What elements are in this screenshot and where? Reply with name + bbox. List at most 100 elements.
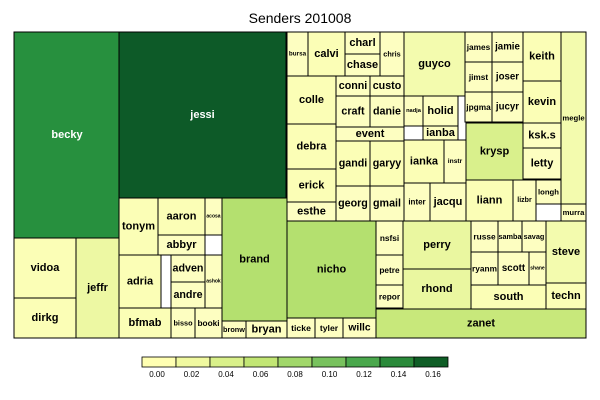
- treemap-rect: [497, 220, 523, 253]
- treemap-label: liann: [477, 195, 503, 207]
- legend-swatch: [243, 356, 279, 368]
- treemap-cell-andre: andre: [170, 281, 206, 309]
- legend-tick-label: 0.02: [184, 370, 200, 379]
- treemap-rect: [429, 182, 467, 222]
- treemap-cell-ianba: ianba: [422, 125, 459, 141]
- treemap-label: craft: [341, 106, 365, 118]
- treemap-label: zanet: [467, 318, 495, 330]
- treemap-cell-rhond: rhond: [402, 268, 472, 310]
- legend-tick-label: 0.10: [322, 370, 338, 379]
- treemap-cell-ticke: ticke: [286, 317, 316, 339]
- treemap-label: custo: [373, 80, 402, 92]
- treemap-rect: [118, 197, 159, 256]
- treemap-label: savag: [524, 232, 545, 241]
- treemap-label: james: [466, 42, 491, 52]
- treemap-label: krysp: [480, 146, 510, 158]
- treemap-cell-jessi: jessi: [118, 31, 287, 199]
- treemap-label: adven: [173, 263, 204, 275]
- treemap-cell-danie: danie: [369, 95, 405, 128]
- legend-tick-label: 0.12: [356, 370, 372, 379]
- treemap-rect: [194, 307, 223, 339]
- treemap-label: steve: [552, 246, 580, 258]
- treemap-rect: [522, 147, 562, 180]
- treemap-label: south: [494, 291, 524, 303]
- treemap-label: jeffr: [86, 282, 109, 294]
- treemap-label: chase: [347, 59, 378, 71]
- treemap-label: ianka: [410, 156, 439, 168]
- treemap-rect: [170, 281, 206, 309]
- treemap-label: booki: [197, 318, 219, 328]
- treemap-rect: [118, 31, 287, 199]
- treemap-label: russe: [473, 232, 496, 242]
- treemap-cell-dirkg: dirkg: [13, 297, 77, 339]
- treemap-label: adria: [127, 276, 154, 288]
- treemap-label: ryanm: [472, 264, 497, 274]
- treemap-cell-charl: charl: [344, 31, 381, 55]
- treemap-label: jessi: [189, 109, 214, 121]
- treemap-label: ianba: [426, 127, 456, 139]
- treemap-label: conni: [339, 80, 368, 92]
- treemap-rect: [335, 140, 371, 187]
- legend-swatch: [141, 356, 177, 368]
- treemap-cell-south: south: [470, 284, 547, 310]
- treemap-label: samba: [498, 232, 522, 241]
- treemap-cell-megle: megle: [560, 31, 587, 205]
- legend-swatch: [311, 356, 347, 368]
- treemap-cell-adria: adria: [118, 254, 162, 309]
- treemap-cell-craft: craft: [335, 95, 371, 128]
- treemap-cell-jeffr: jeffr: [75, 237, 120, 339]
- treemap-cell-nsfsi: nsfsi: [375, 220, 404, 256]
- treemap-cell-ksk-s: ksk.s: [522, 122, 562, 149]
- treemap-label: ksk.s: [528, 130, 556, 142]
- treemap-rect: [369, 140, 405, 187]
- treemap-cell-scott: scott: [497, 251, 530, 286]
- legend-tick-label: 0.16: [425, 370, 441, 379]
- treemap-label: joser: [495, 72, 519, 83]
- treemap-label: gmail: [373, 198, 401, 210]
- legend-swatch: [209, 356, 245, 368]
- treemap-rect: [560, 31, 587, 205]
- treemap-rect: [335, 95, 371, 128]
- treemap-label: nadja: [406, 108, 422, 114]
- legend-swatch: [379, 356, 415, 368]
- treemap-rect: [375, 254, 404, 286]
- treemap-rect: [535, 179, 562, 205]
- treemap-label: guyco: [418, 58, 451, 70]
- treemap-cell-gandi: gandi: [335, 140, 371, 187]
- legend-tick-label: 0.14: [391, 370, 407, 379]
- treemap-cell-booki: booki: [194, 307, 223, 339]
- treemap-cell-samba: samba: [497, 220, 523, 253]
- treemap-rect: [464, 91, 493, 123]
- treemap-cell-longh: longh: [535, 179, 562, 205]
- treemap-label: calvi: [314, 48, 338, 60]
- treemap-cell-holid: holid: [422, 95, 459, 127]
- treemap-cell-jacqu: jacqu: [429, 182, 467, 222]
- treemap-label: jpgma: [465, 102, 491, 112]
- treemap-cell-jpgma: jpgma: [464, 91, 493, 123]
- treemap-cell-erick: erick: [286, 168, 337, 203]
- treemap-label: bryan: [252, 324, 282, 336]
- treemap-label: garyy: [373, 158, 402, 170]
- treemap-cell-aaron: aaron: [157, 197, 206, 236]
- treemap-rect: [170, 307, 196, 339]
- treemap-label: rhond: [421, 283, 452, 295]
- treemap-cell-garyy: garyy: [369, 140, 405, 187]
- treemap-cell-gmail: gmail: [369, 185, 405, 222]
- treemap-cell-letty: letty: [522, 147, 562, 180]
- treemap-label: erick: [299, 180, 326, 192]
- treemap-label: holid: [427, 105, 453, 117]
- treemap-rect: [491, 91, 524, 123]
- treemap-cell-bisso: bisso: [170, 307, 196, 339]
- treemap-cell-bfmab: bfmab: [118, 307, 172, 339]
- treemap-label: lizbr: [517, 197, 532, 204]
- treemap-rect: [522, 31, 562, 82]
- treemap-rect: [286, 168, 337, 203]
- treemap-rect: [307, 31, 346, 77]
- treemap-cell-brand: brand: [221, 197, 288, 322]
- treemap-label: esthe: [297, 206, 326, 218]
- treemap-label: tyler: [320, 323, 339, 333]
- treemap-cell-event: event: [335, 126, 405, 142]
- treemap-label: debra: [297, 141, 328, 153]
- legend-tick-label: 0.06: [253, 370, 269, 379]
- treemap-cell-perry: perry: [402, 220, 472, 270]
